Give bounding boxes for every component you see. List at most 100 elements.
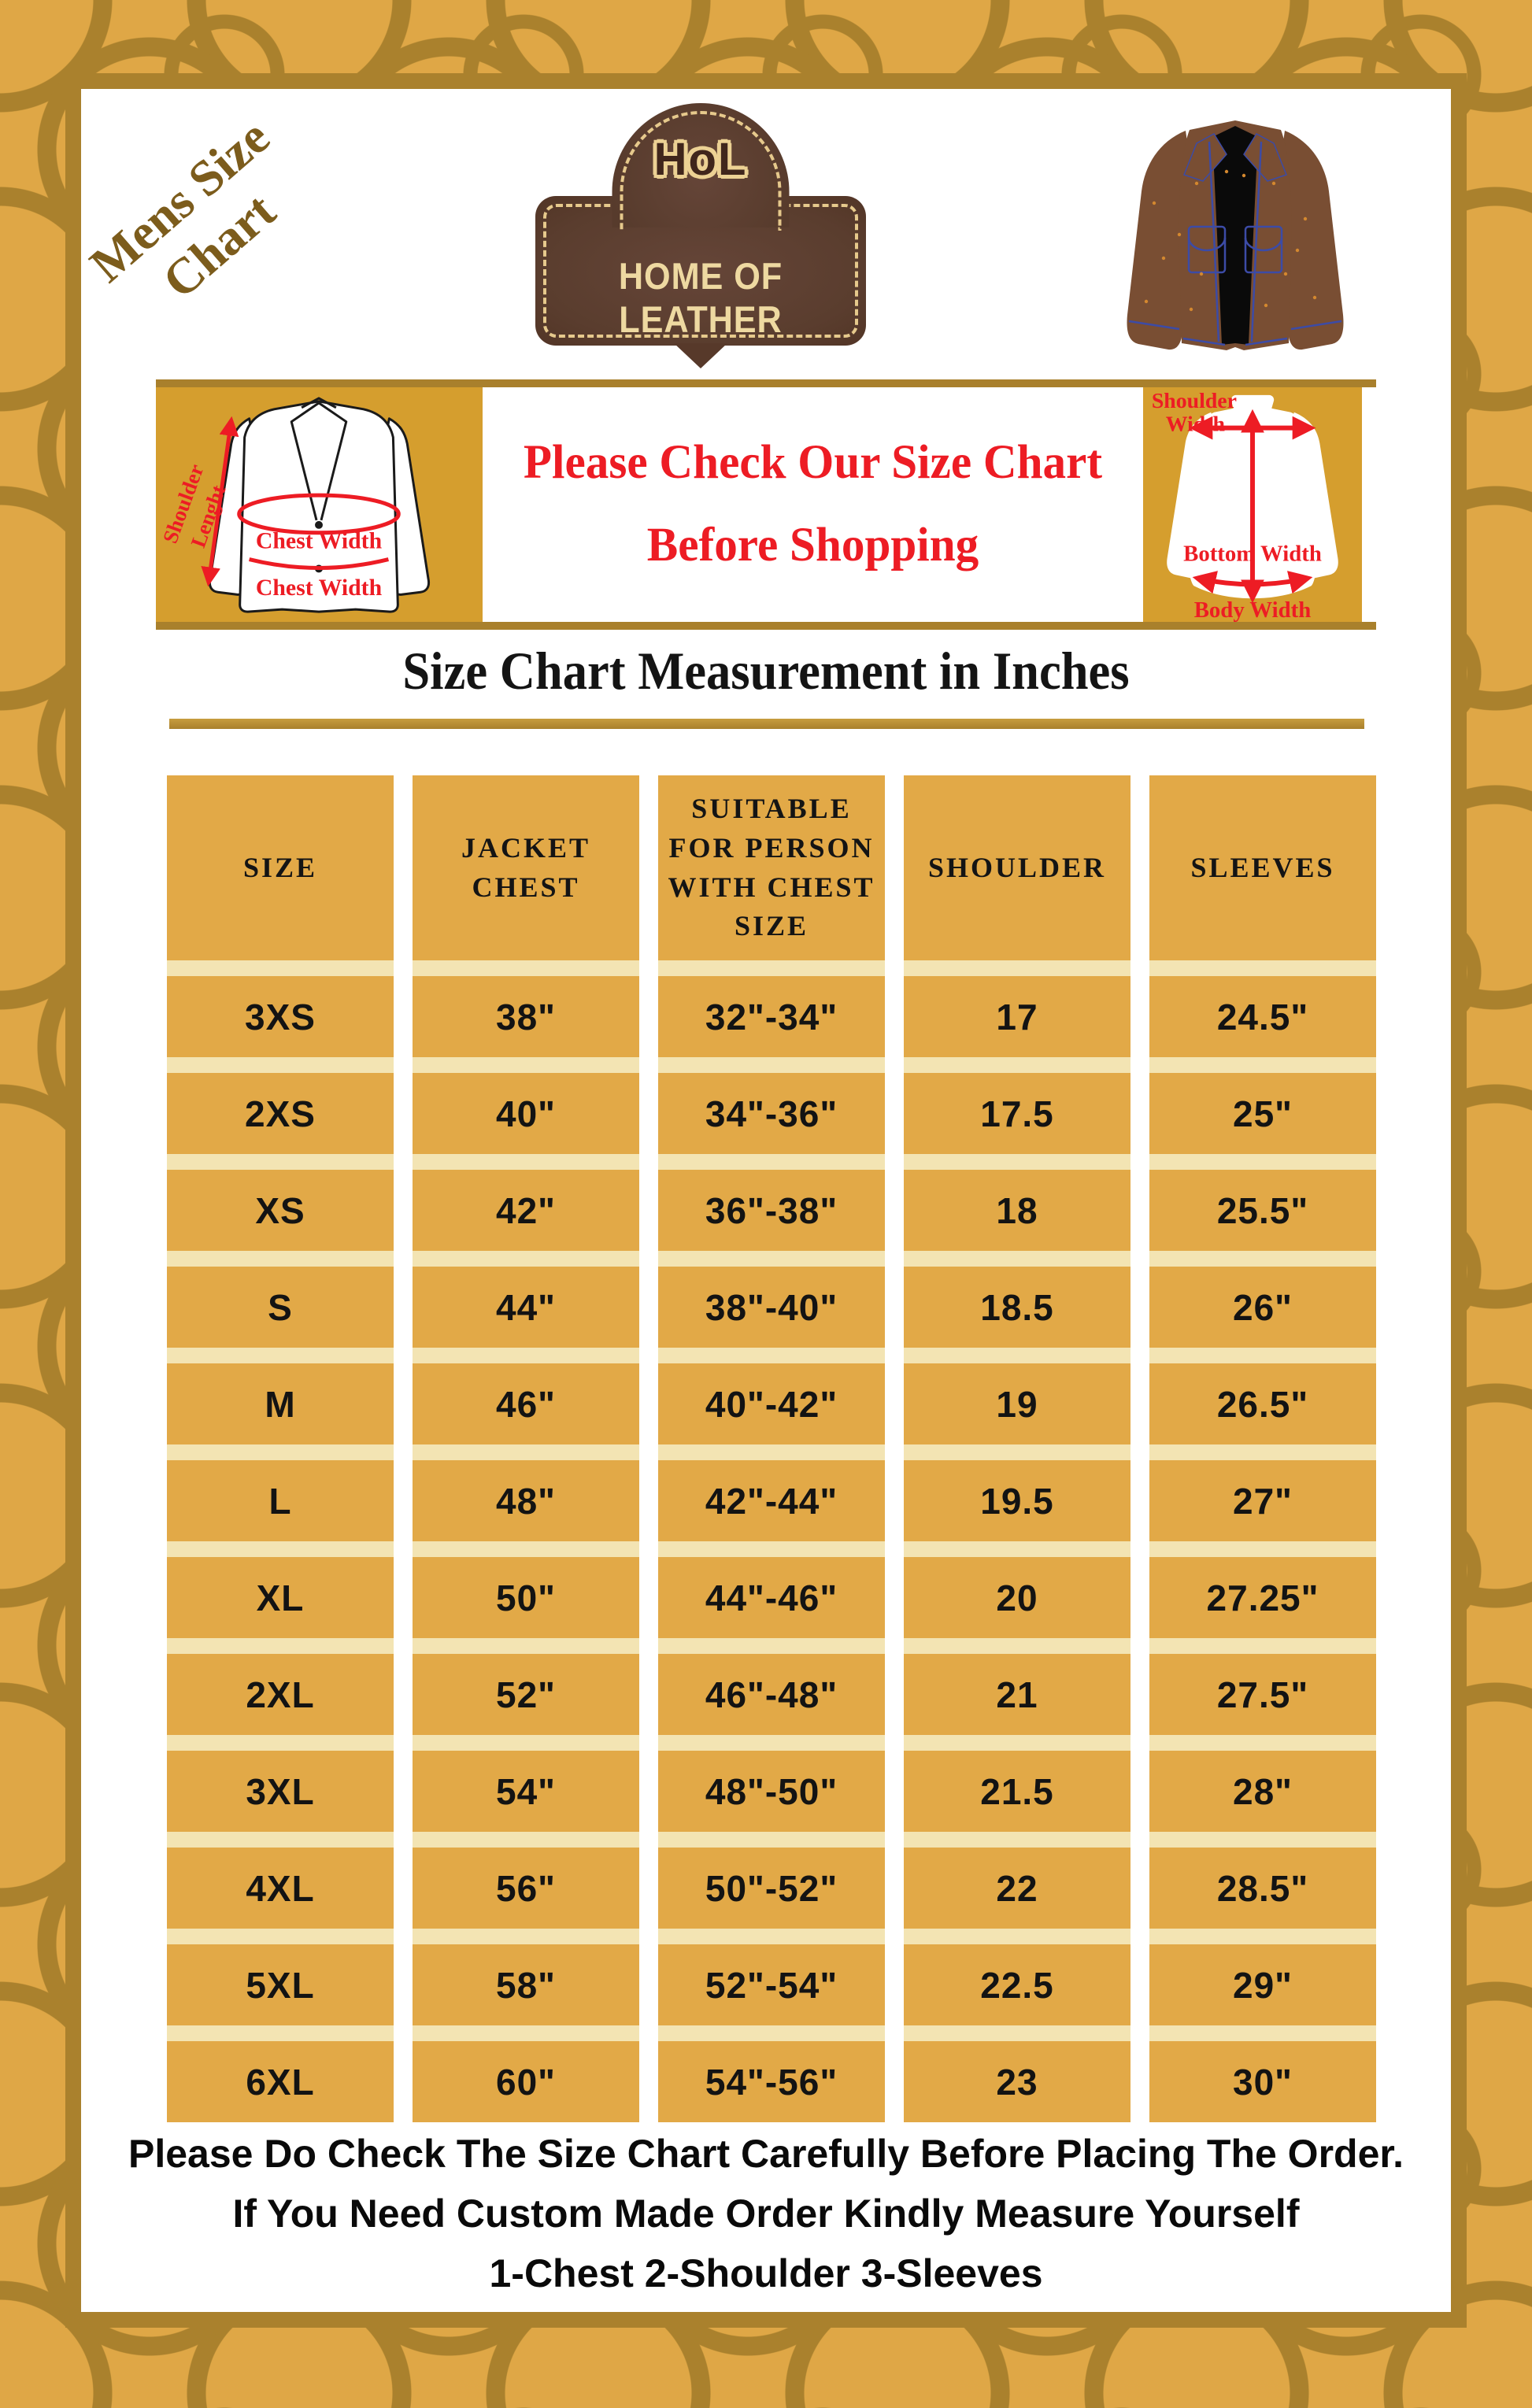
table-cell: 46"-48" (658, 1654, 885, 1735)
footer-note-line2: If You Need Custom Made Order Kindly Mea… (232, 2192, 1300, 2236)
body-width-label: Body Width (1194, 597, 1312, 622)
table-cell: 52"-54" (658, 1944, 885, 2025)
jacket-speckles (1144, 169, 1317, 312)
table-cell: 42" (413, 1170, 639, 1251)
table-cell: 6XL (167, 2041, 394, 2122)
table-cell: 22 (904, 1848, 1130, 1929)
table-cell: XL (167, 1557, 394, 1638)
jacket-right-sleeve (1275, 131, 1344, 350)
table-cell: 27" (1149, 1460, 1376, 1541)
table-cell: 42"-44" (658, 1460, 885, 1541)
table-cell: 48"-50" (658, 1751, 885, 1832)
table-cell: 18 (904, 1170, 1130, 1251)
size-table: SIZE 3XS 2XS XS S M L XL 2XL 3XL 4XL 5XL… (167, 775, 1376, 2122)
lower-chest-arc (249, 557, 390, 570)
footer-note-line1: Please Do Check The Size Chart Carefully… (128, 2132, 1404, 2176)
divider-rule (169, 719, 1364, 729)
table-cell: 58" (413, 1944, 639, 2025)
table-cell: 19.5 (904, 1460, 1130, 1541)
table-cell: 17 (904, 976, 1130, 1057)
table-column-jacket-chest: JACKET CHEST 38" 40" 42" 44" 46" 48" 50"… (413, 775, 639, 2122)
jacket-collar-right (1243, 133, 1287, 182)
table-cell: 4XL (167, 1848, 394, 1929)
table-cell: 34"-36" (658, 1073, 885, 1154)
table-cell: 50"-52" (658, 1848, 885, 1929)
table-cell: 21 (904, 1654, 1130, 1735)
table-cell: 17.5 (904, 1073, 1130, 1154)
table-cell: 22.5 (904, 1944, 1130, 2025)
footer-note: Please Do Check The Size Chart Carefully… (81, 2124, 1451, 2303)
brand-monogram: HoL (653, 134, 748, 185)
table-cell: 19 (904, 1363, 1130, 1444)
table-cell: 28.5" (1149, 1848, 1376, 1929)
chest-ellipse (237, 493, 401, 535)
table-cell: XS (167, 1170, 394, 1251)
table-cell: 40"-42" (658, 1363, 885, 1444)
table-cell: 25.5" (1149, 1170, 1376, 1251)
column-header-sleeves: SLEEVES (1149, 775, 1376, 960)
table-cell: 56" (413, 1848, 639, 1929)
table-cell: 26" (1149, 1267, 1376, 1348)
table-cell: 2XS (167, 1073, 394, 1154)
badge-point (674, 343, 727, 368)
table-column-sleeves: SLEEVES 24.5" 25" 25.5" 26" 26.5" 27" 27… (1149, 775, 1376, 2122)
banner-message-line1: Please Check Our Size Chart (523, 436, 1103, 490)
bottom-width-label: Bottom Width (1183, 542, 1322, 567)
table-cell: 40" (413, 1073, 639, 1154)
table-cell: 25" (1149, 1073, 1376, 1154)
brand-badge: HoL HOME OF LEATHER (535, 103, 866, 379)
banner-front-diagram-panel: Shoulder Lenght Chest Width Chest Width (156, 387, 483, 622)
chest-width-label-upper: Chest Width (256, 528, 383, 554)
section-heading: Size Chart Measurement in Inches (402, 641, 1130, 701)
table-cell: S (167, 1267, 394, 1348)
table-cell: M (167, 1363, 394, 1444)
column-header-size: SIZE (167, 775, 394, 960)
table-cell: 38" (413, 976, 639, 1057)
jacket-product-illustration (1127, 120, 1344, 350)
table-cell: 18.5 (904, 1267, 1130, 1348)
banner-back-diagram-panel: Shoulder Width Bottom Width Body Width (1143, 387, 1362, 623)
table-cell: 5XL (167, 1944, 394, 2025)
table-column-size: SIZE 3XS 2XS XS S M L XL 2XL 3XL 4XL 5XL… (167, 775, 394, 2122)
banner-message: Please Check Our Size Chart Before Shopp… (493, 387, 1134, 622)
table-cell: 20 (904, 1557, 1130, 1638)
table-cell: 29" (1149, 1944, 1376, 2025)
table-cell: 26.5" (1149, 1363, 1376, 1444)
jacket-collar-left (1183, 133, 1227, 182)
blazer-body (239, 400, 399, 613)
body-width-arrow (1192, 571, 1313, 594)
table-cell: 2XL (167, 1654, 394, 1735)
column-header-jacket-chest: JACKET CHEST (413, 775, 639, 960)
jacket-left-sleeve (1127, 131, 1195, 350)
column-header-shoulder: SHOULDER (904, 775, 1130, 960)
table-cell: 44"-46" (658, 1557, 885, 1638)
table-cell: 38"-40" (658, 1267, 885, 1348)
table-cell: 21.5 (904, 1751, 1130, 1832)
table-cell: 30" (1149, 2041, 1376, 2122)
table-cell: L (167, 1460, 394, 1541)
table-cell: 52" (413, 1654, 639, 1735)
jacket-pocket-right (1244, 225, 1283, 274)
jacket-front-diagram: Shoulder Lenght Chest Width Chest Width (158, 397, 431, 613)
chest-width-label-lower: Chest Width (256, 575, 383, 601)
jacket-opening (1212, 126, 1258, 345)
measurement-banner: Shoulder Lenght Chest Width Chest Width … (156, 379, 1376, 630)
footer-note-line3: 1-Chest 2-Shoulder 3-Sleeves (489, 2251, 1043, 2295)
table-cell: 60" (413, 2041, 639, 2122)
table-cell: 27.25" (1149, 1557, 1376, 1638)
back-shoulder-label-line2: Width (1166, 412, 1226, 437)
table-cell: 46" (413, 1363, 639, 1444)
table-cell: 48" (413, 1460, 639, 1541)
back-shoulder-label-line1: Shoulder (1152, 389, 1237, 413)
jacket-stitching (1128, 141, 1342, 346)
jacket-back-diagram: Shoulder Width Bottom Width Body Width (1152, 389, 1338, 623)
table-cell: 27.5" (1149, 1654, 1376, 1735)
table-column-shoulder: SHOULDER 17 17.5 18 18.5 19 19.5 20 21 2… (904, 775, 1130, 2122)
table-cell: 50" (413, 1557, 639, 1638)
table-cell: 36"-38" (658, 1170, 885, 1251)
table-cell: 3XL (167, 1751, 394, 1832)
page: Mens Size Chart HoL HOME OF LEATHER (65, 73, 1467, 2328)
table-cell: 24.5" (1149, 976, 1376, 1057)
table-cell: 32"-34" (658, 976, 885, 1057)
table-cell: 54" (413, 1751, 639, 1832)
